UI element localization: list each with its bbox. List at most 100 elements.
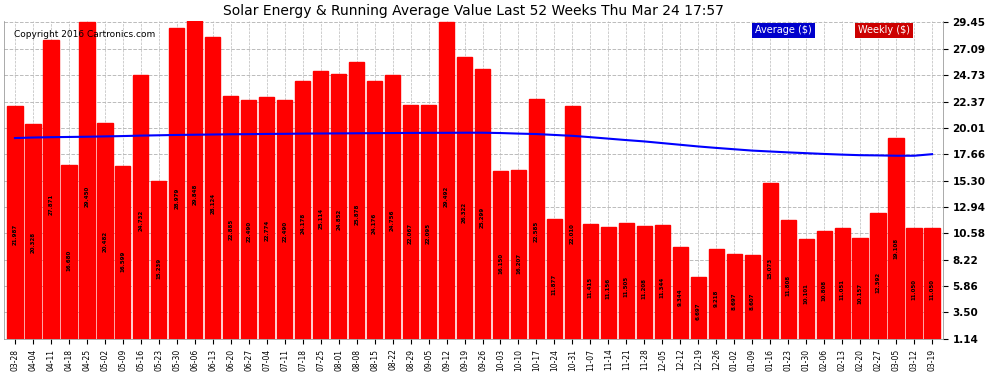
Bar — [817, 231, 832, 339]
Text: 11.344: 11.344 — [659, 277, 665, 298]
Text: 11.415: 11.415 — [588, 277, 593, 298]
Bar — [259, 97, 274, 339]
Bar — [169, 28, 184, 339]
Text: 27.871: 27.871 — [49, 194, 53, 215]
Bar — [134, 75, 148, 339]
Bar — [277, 100, 292, 339]
Bar — [187, 18, 202, 339]
Bar — [475, 69, 490, 339]
Bar — [44, 40, 58, 339]
Bar — [709, 249, 724, 339]
Text: 22.095: 22.095 — [426, 223, 431, 244]
Text: 25.299: 25.299 — [480, 207, 485, 228]
Bar — [529, 99, 545, 339]
Text: 29.848: 29.848 — [192, 184, 197, 205]
Text: 24.852: 24.852 — [337, 209, 342, 230]
Text: 8.697: 8.697 — [732, 292, 737, 310]
Bar — [61, 165, 76, 339]
Text: 15.239: 15.239 — [156, 257, 161, 279]
Text: 16.207: 16.207 — [516, 252, 521, 274]
Text: 28.979: 28.979 — [174, 188, 179, 210]
Text: 24.732: 24.732 — [139, 210, 144, 231]
Text: 9.218: 9.218 — [714, 290, 719, 307]
Text: 6.697: 6.697 — [696, 302, 701, 320]
Text: 16.599: 16.599 — [121, 251, 126, 272]
Text: 22.010: 22.010 — [570, 224, 575, 244]
Text: 10.101: 10.101 — [804, 284, 809, 304]
Text: 15.073: 15.073 — [767, 258, 773, 279]
Bar — [870, 213, 886, 339]
Text: 29.492: 29.492 — [445, 186, 449, 207]
Bar — [403, 105, 418, 339]
Bar — [727, 254, 742, 339]
Text: 16.680: 16.680 — [66, 250, 71, 271]
Text: 25.114: 25.114 — [318, 208, 323, 229]
Bar — [7, 106, 23, 339]
Bar — [439, 22, 454, 339]
Text: 9.344: 9.344 — [678, 289, 683, 306]
Text: 22.885: 22.885 — [229, 219, 234, 240]
Bar — [564, 105, 580, 339]
Text: 22.067: 22.067 — [408, 223, 413, 244]
Text: 11.050: 11.050 — [912, 279, 917, 300]
Text: 20.482: 20.482 — [102, 231, 107, 252]
Bar — [762, 183, 778, 339]
Title: Solar Energy & Running Average Value Last 52 Weeks Thu Mar 24 17:57: Solar Energy & Running Average Value Las… — [223, 4, 724, 18]
Text: 11.808: 11.808 — [786, 274, 791, 296]
Bar — [367, 81, 382, 339]
Text: 25.878: 25.878 — [354, 204, 359, 225]
Text: 26.322: 26.322 — [462, 202, 467, 223]
Text: 29.450: 29.450 — [84, 186, 89, 207]
Bar — [313, 71, 329, 339]
Bar — [511, 170, 526, 339]
Text: 8.607: 8.607 — [749, 292, 754, 310]
Text: 11.050: 11.050 — [930, 279, 935, 300]
Bar — [79, 22, 94, 339]
Text: 10.808: 10.808 — [822, 280, 827, 301]
Bar — [888, 138, 904, 339]
Bar — [546, 219, 562, 339]
Bar — [852, 238, 868, 339]
Bar — [672, 247, 688, 339]
Text: 16.150: 16.150 — [498, 253, 503, 274]
Bar — [925, 228, 940, 339]
Bar — [223, 96, 239, 339]
Bar — [637, 226, 652, 339]
Text: 22.585: 22.585 — [534, 220, 539, 242]
Text: 21.987: 21.987 — [13, 224, 18, 245]
Bar — [907, 228, 922, 339]
Bar — [780, 220, 796, 339]
Text: Weekly ($): Weekly ($) — [858, 26, 911, 36]
Text: 24.176: 24.176 — [372, 212, 377, 234]
Bar — [349, 62, 364, 339]
Text: Copyright 2016 Cartronics.com: Copyright 2016 Cartronics.com — [14, 30, 154, 39]
Bar — [295, 81, 310, 339]
Text: 11.208: 11.208 — [642, 278, 646, 299]
Text: 11.051: 11.051 — [840, 279, 844, 300]
Bar — [242, 100, 256, 339]
Bar — [654, 225, 670, 339]
Text: Average ($): Average ($) — [755, 26, 812, 36]
Text: 22.490: 22.490 — [282, 221, 287, 242]
Bar — [151, 181, 166, 339]
Text: 10.157: 10.157 — [857, 283, 862, 304]
Bar — [493, 171, 508, 339]
Bar — [205, 37, 221, 339]
Bar — [691, 277, 706, 339]
Bar — [115, 166, 131, 339]
Text: 22.490: 22.490 — [247, 221, 251, 242]
Text: 11.156: 11.156 — [606, 278, 611, 299]
Text: 24.756: 24.756 — [390, 209, 395, 231]
Bar — [799, 238, 814, 339]
Bar — [421, 105, 437, 339]
Text: 12.392: 12.392 — [875, 272, 881, 293]
Bar — [583, 224, 598, 339]
Text: 24.178: 24.178 — [300, 212, 305, 234]
Bar — [26, 124, 41, 339]
Bar — [619, 223, 634, 339]
Bar — [601, 227, 616, 339]
Bar — [744, 255, 760, 339]
Bar — [835, 228, 849, 339]
Text: 20.328: 20.328 — [31, 232, 36, 253]
Text: 28.124: 28.124 — [210, 192, 215, 214]
